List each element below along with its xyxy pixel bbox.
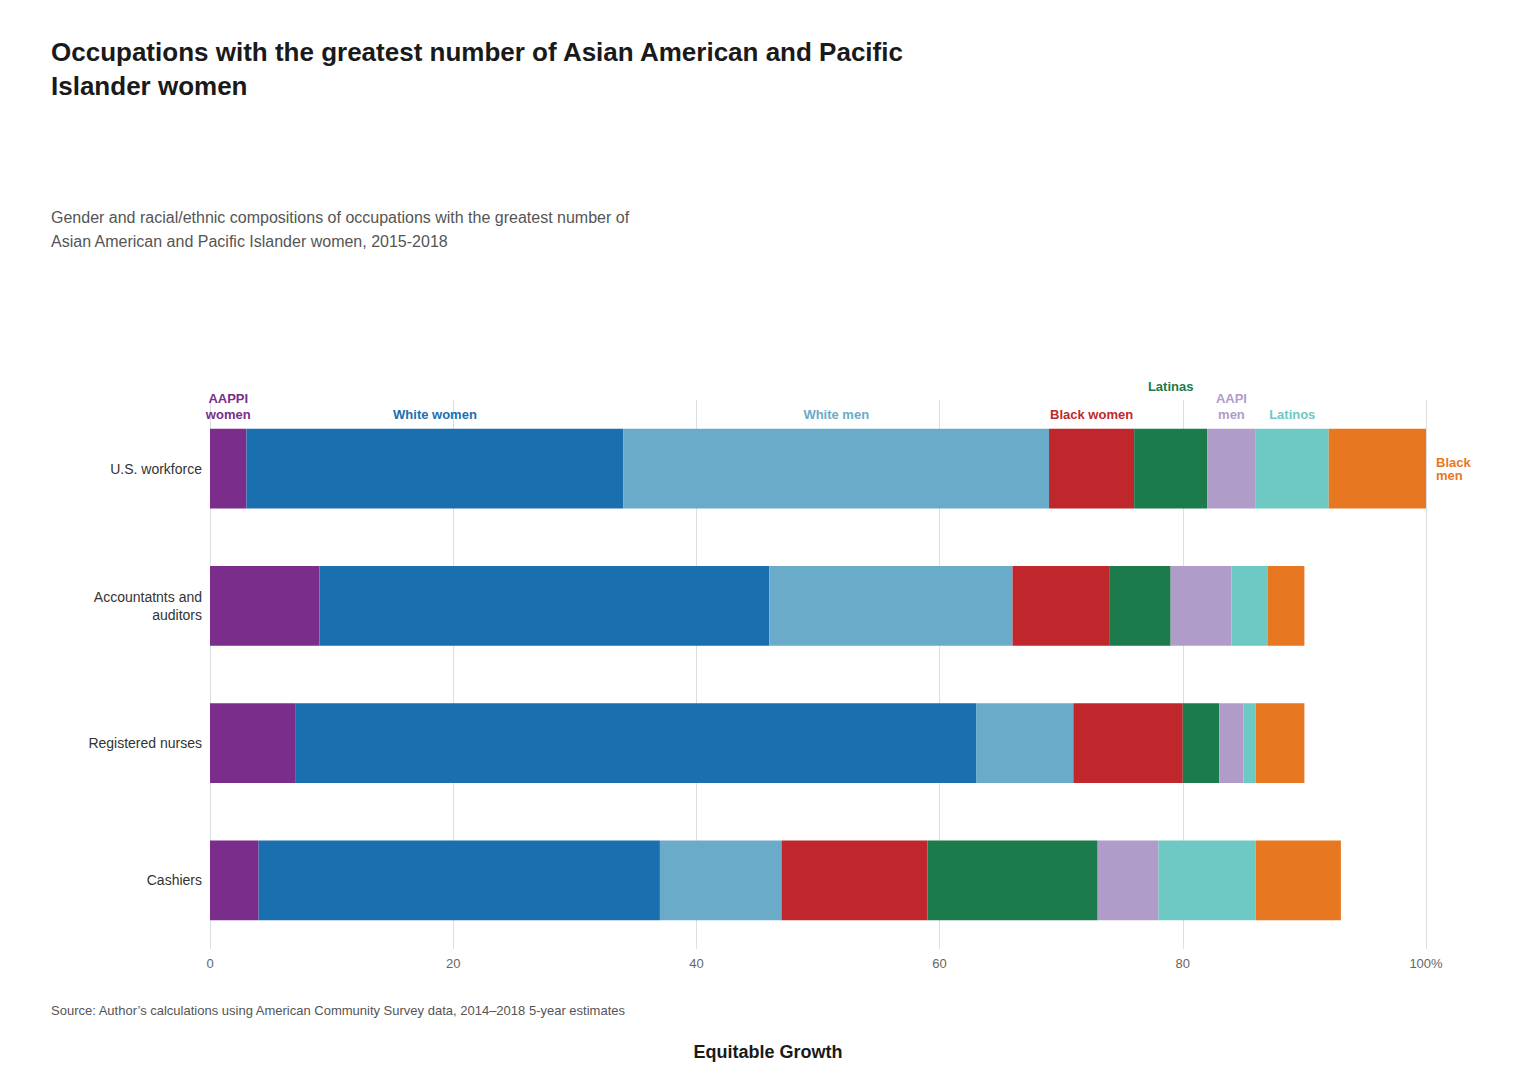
svg-text:Gender and racial/ethnic compo: Gender and racial/ethnic compositions of…: [51, 209, 630, 226]
svg-text:Black: Black: [1436, 454, 1471, 470]
svg-text:auditors: auditors: [152, 607, 202, 623]
svg-text:White women: White women: [393, 407, 477, 422]
svg-text:White men: White men: [803, 407, 869, 422]
svg-text:Source: Author’s calculations: Source: Author’s calculations using Amer…: [51, 1003, 625, 1018]
svg-text:women: women: [205, 407, 251, 422]
svg-text:men: men: [1436, 468, 1463, 483]
svg-text:Occupations with the greatest: Occupations with the greatest number of …: [51, 37, 903, 67]
svg-text:Black women: Black women: [1050, 407, 1133, 422]
svg-text:Latinas: Latinas: [1148, 379, 1194, 394]
svg-text:0: 0: [206, 956, 213, 971]
svg-text:Accountatnts and: Accountatnts and: [94, 589, 202, 605]
svg-text:80: 80: [1176, 956, 1190, 971]
svg-text:40: 40: [689, 956, 703, 971]
svg-text:AAPI: AAPI: [1216, 391, 1247, 406]
svg-text:Asian American and Pacific Isl: Asian American and Pacific Islander wome…: [51, 233, 448, 250]
svg-text:Latinos: Latinos: [1269, 407, 1315, 422]
svg-text:Registered nurses: Registered nurses: [88, 735, 202, 751]
svg-text:Islander women: Islander women: [51, 71, 248, 101]
svg-text:AAPPI: AAPPI: [208, 391, 248, 406]
svg-text:100%: 100%: [1409, 956, 1443, 971]
svg-text:U.S. workforce: U.S. workforce: [110, 461, 202, 477]
svg-text:Equitable Growth: Equitable Growth: [693, 1042, 842, 1062]
svg-text:60: 60: [932, 956, 946, 971]
svg-text:Cashiers: Cashiers: [147, 872, 202, 888]
svg-text:men: men: [1218, 407, 1245, 422]
svg-text:20: 20: [446, 956, 460, 971]
